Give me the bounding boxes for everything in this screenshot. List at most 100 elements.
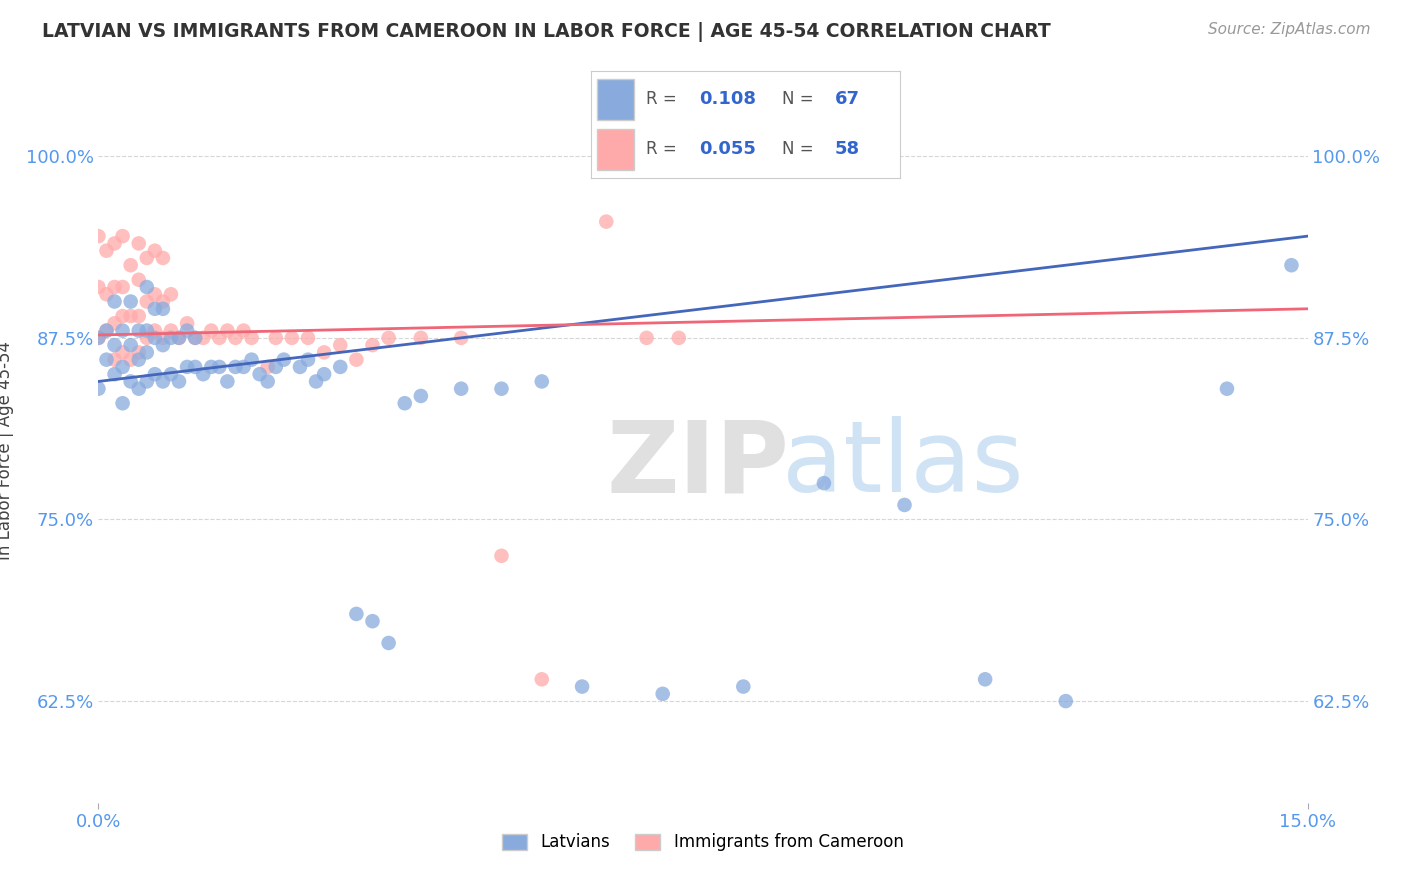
Y-axis label: In Labor Force | Age 45-54: In Labor Force | Age 45-54 [0, 341, 14, 560]
Point [103, 367, 125, 381]
Point [152, 294, 174, 309]
Point [530, 375, 553, 389]
Point [314, 367, 336, 381]
Point [344, 607, 367, 621]
Text: Source: ZipAtlas.com: Source: ZipAtlas.com [1208, 22, 1371, 37]
Point [314, 345, 336, 359]
Point [152, 301, 174, 316]
Point [103, 352, 125, 367]
Point [394, 396, 416, 410]
Point [491, 549, 513, 563]
Point [87, 331, 110, 345]
Point [377, 331, 399, 345]
Point [232, 324, 254, 338]
Point [217, 375, 239, 389]
Point [530, 673, 553, 687]
Point [160, 324, 183, 338]
Point [193, 367, 215, 381]
Point [152, 338, 174, 352]
Text: 0.055: 0.055 [699, 141, 755, 159]
Point [120, 294, 142, 309]
Point [167, 331, 190, 345]
Point [167, 331, 190, 345]
Point [96, 352, 118, 367]
Point [733, 680, 755, 694]
Point [200, 359, 222, 374]
Point [103, 236, 125, 251]
Point [893, 498, 915, 512]
Point [120, 352, 142, 367]
Point [409, 331, 432, 345]
Point [152, 375, 174, 389]
Point [208, 359, 231, 374]
Point [87, 382, 110, 396]
Point [1054, 694, 1077, 708]
Point [450, 331, 472, 345]
Point [273, 352, 295, 367]
Point [152, 331, 174, 345]
Point [143, 367, 166, 381]
Point [491, 382, 513, 396]
Text: N =: N = [782, 90, 820, 108]
Point [143, 301, 166, 316]
Point [111, 324, 134, 338]
Text: R =: R = [647, 141, 682, 159]
Point [128, 324, 150, 338]
Point [135, 345, 157, 359]
Point [329, 338, 352, 352]
Point [193, 331, 215, 345]
Point [361, 338, 384, 352]
Point [184, 331, 207, 345]
Point [96, 324, 118, 338]
Point [176, 359, 198, 374]
Point [103, 294, 125, 309]
Point [128, 352, 150, 367]
Point [224, 359, 246, 374]
Point [571, 680, 593, 694]
Point [96, 287, 118, 301]
Point [160, 331, 183, 345]
Point [111, 309, 134, 323]
Point [128, 382, 150, 396]
Point [135, 294, 157, 309]
Point [87, 280, 110, 294]
Point [264, 331, 287, 345]
Point [184, 331, 207, 345]
Point [974, 673, 997, 687]
Point [111, 280, 134, 294]
Point [249, 367, 271, 381]
Point [152, 251, 174, 265]
Point [111, 345, 134, 359]
Point [143, 331, 166, 345]
Point [103, 280, 125, 294]
Point [813, 476, 835, 491]
Point [636, 331, 658, 345]
Point [184, 359, 207, 374]
Point [176, 316, 198, 330]
Point [297, 331, 319, 345]
Point [329, 359, 352, 374]
Point [297, 352, 319, 367]
Point [651, 687, 673, 701]
Point [143, 244, 166, 258]
Point [96, 324, 118, 338]
Text: R =: R = [647, 90, 682, 108]
Point [111, 229, 134, 244]
Point [128, 345, 150, 359]
Text: 0.108: 0.108 [699, 90, 756, 108]
Point [120, 338, 142, 352]
Point [217, 324, 239, 338]
Point [668, 331, 690, 345]
Point [232, 359, 254, 374]
Point [1281, 258, 1303, 272]
Point [143, 324, 166, 338]
Point [264, 359, 287, 374]
Point [120, 309, 142, 323]
Point [103, 338, 125, 352]
Point [135, 251, 157, 265]
Text: 67: 67 [835, 90, 860, 108]
Point [128, 236, 150, 251]
Text: ZIP: ZIP [606, 416, 789, 513]
Text: LATVIAN VS IMMIGRANTS FROM CAMEROON IN LABOR FORCE | AGE 45-54 CORRELATION CHART: LATVIAN VS IMMIGRANTS FROM CAMEROON IN L… [42, 22, 1050, 42]
Point [1216, 382, 1239, 396]
